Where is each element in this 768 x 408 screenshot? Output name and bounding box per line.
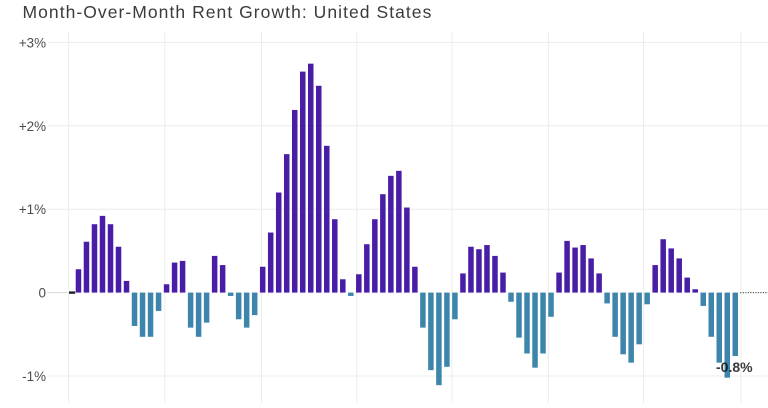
svg-text:+3%: +3% (19, 35, 46, 50)
svg-text:-0.8%: -0.8% (716, 359, 753, 375)
svg-text:Month-Over-Month Rent Growth:: Month-Over-Month Rent Growth: United Sta… (23, 2, 433, 22)
svg-text:0: 0 (39, 286, 46, 301)
svg-text:+2%: +2% (19, 119, 46, 134)
svg-text:+1%: +1% (19, 202, 46, 217)
svg-text:-1%: -1% (22, 369, 46, 384)
